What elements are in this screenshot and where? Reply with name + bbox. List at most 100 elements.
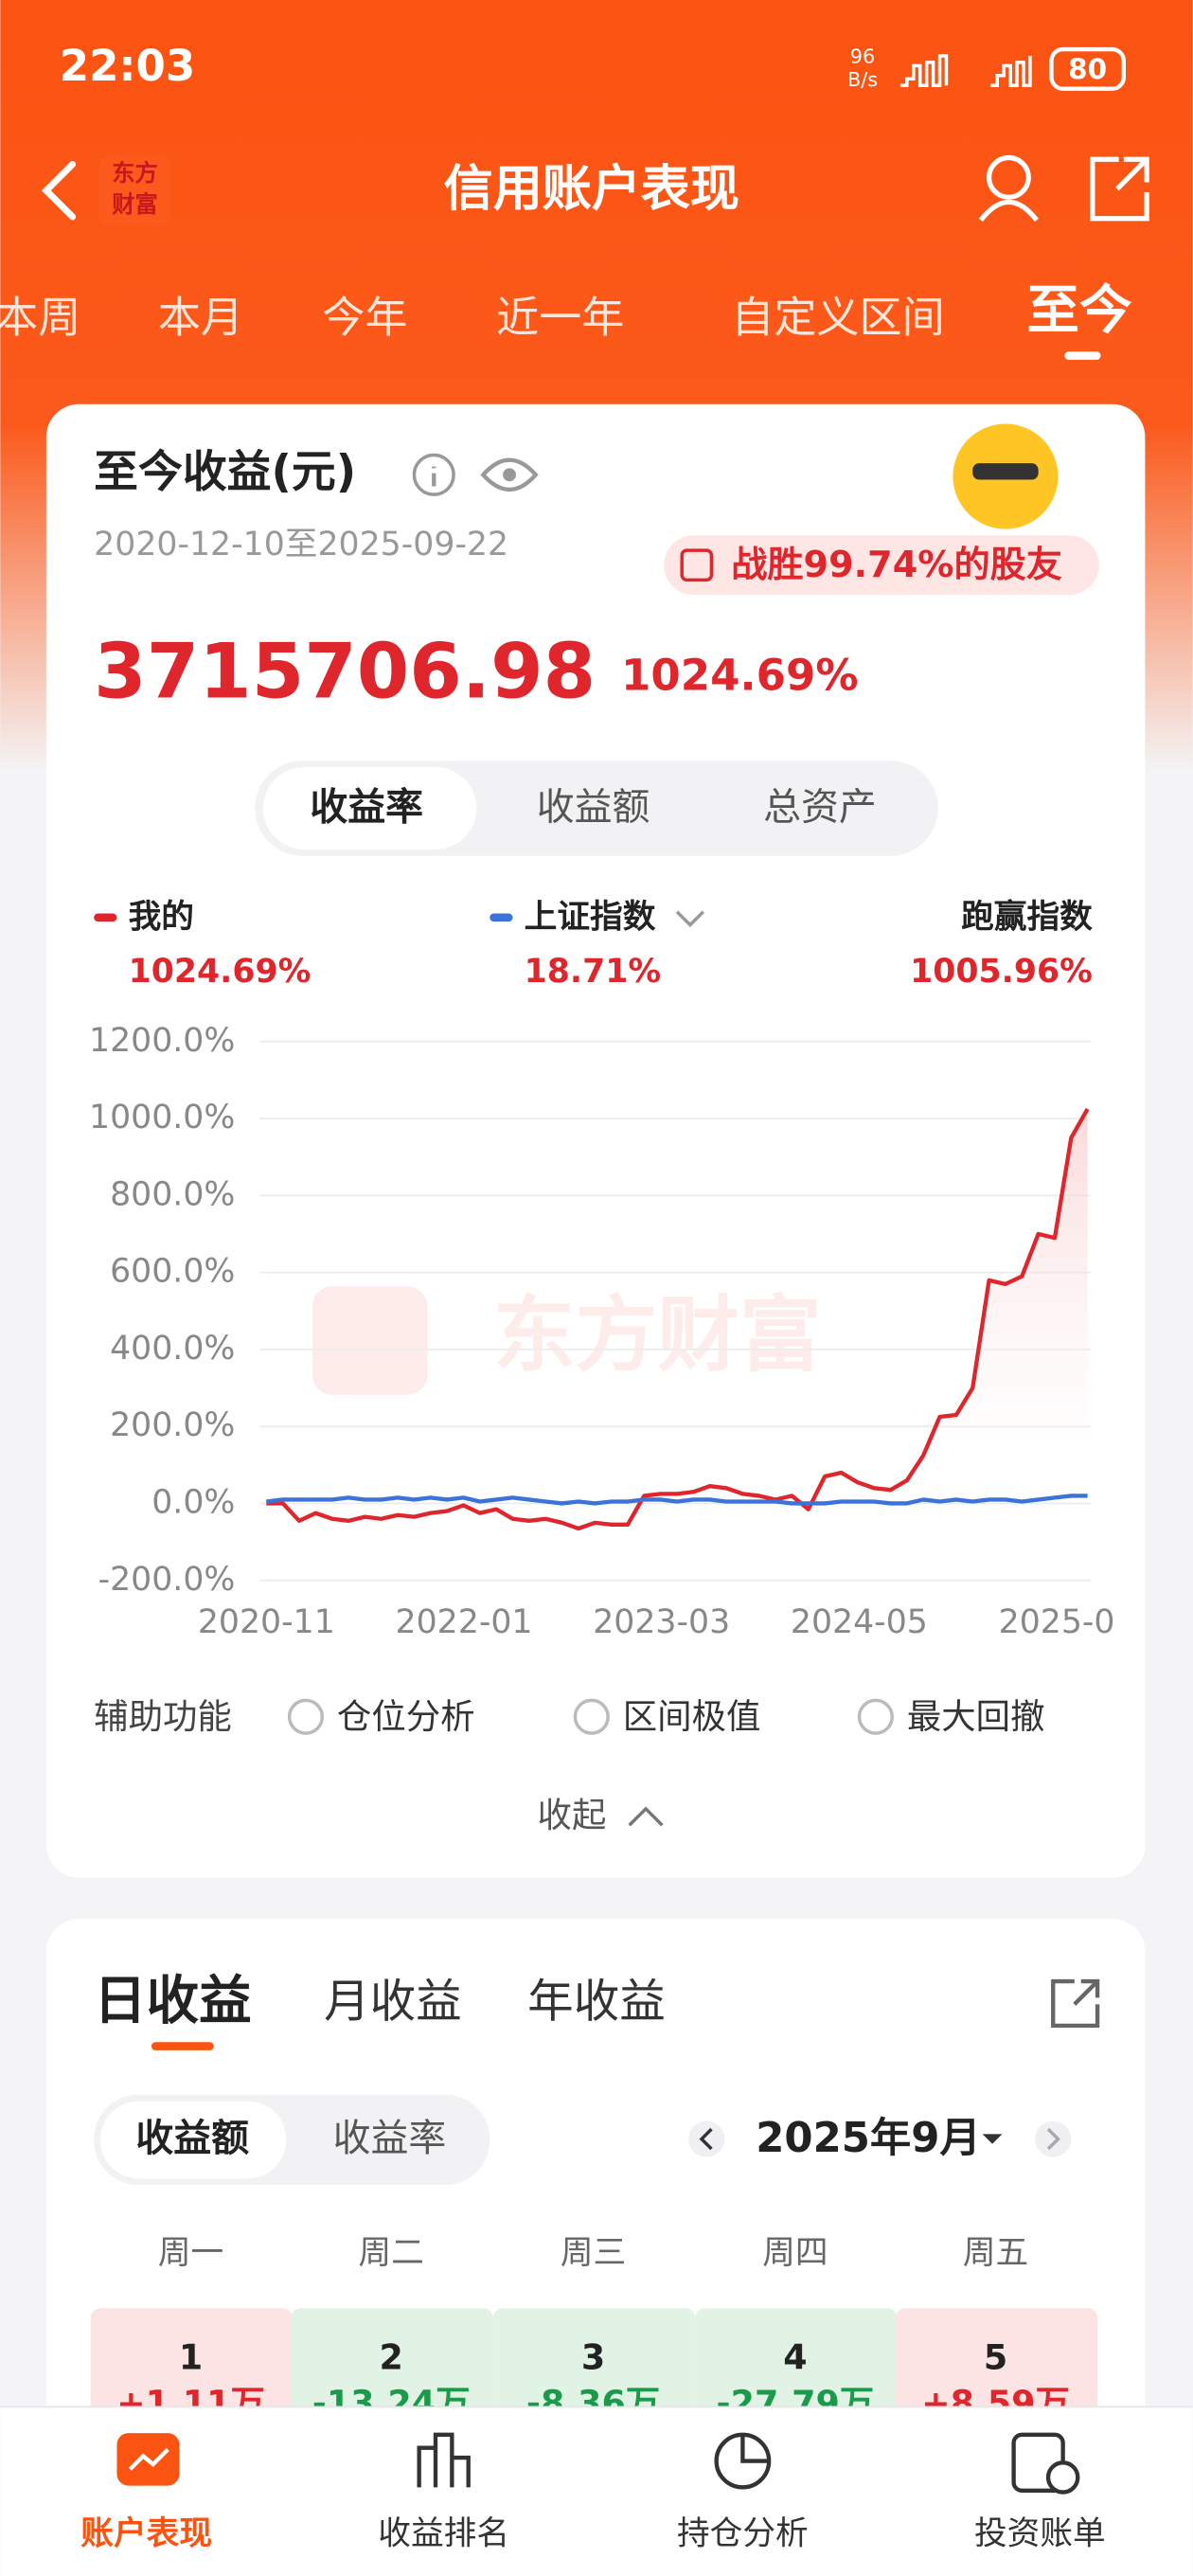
dropdown-icon[interactable]: [675, 910, 704, 928]
weekday: 周二: [358, 2234, 423, 2272]
share-icon[interactable]: [1090, 156, 1149, 222]
y-tick-label: 800.0%: [110, 1175, 235, 1213]
series-line: [266, 1107, 1090, 1531]
battery: [1049, 46, 1127, 91]
tool-option[interactable]: 仓位分析: [337, 1696, 475, 1737]
y-tick-label: -200.0%: [98, 1561, 236, 1599]
total-rate: 1024.69%: [621, 650, 859, 700]
nav-item[interactable]: 收益排名: [378, 2515, 509, 2553]
weekday: 周四: [762, 2234, 828, 2272]
info-icon[interactable]: [412, 453, 455, 496]
tab[interactable]: 本周: [0, 292, 80, 342]
rank-badge-text: 战胜99.74%的股友: [731, 544, 1062, 585]
day-number: 1: [179, 2337, 203, 2378]
user-icon-body: [978, 199, 1039, 223]
prev-icon: [699, 2127, 713, 2151]
daily-tab-indicator: [151, 2042, 214, 2050]
day-cell: [695, 2308, 898, 2424]
legend-swatch: [490, 913, 513, 922]
daily-tab[interactable]: 年收益: [527, 1975, 666, 2028]
eye-pupil: [503, 468, 516, 482]
y-tick-label: 200.0%: [110, 1406, 235, 1444]
segment-selected: [100, 2101, 287, 2179]
legend-swatch: [94, 913, 117, 922]
y-tick-label: 1000.0%: [89, 1099, 235, 1136]
segment[interactable]: 收益额: [135, 2117, 249, 2160]
radio[interactable]: [573, 1698, 610, 1735]
tab-bar: 本周 本月 今年 近一年 自定义区间 至今: [0, 279, 1132, 342]
rank-badge: [664, 535, 1099, 595]
weekday: 周一: [158, 2234, 223, 2272]
nav-icon-mark: [1045, 2460, 1080, 2495]
tool-option[interactable]: 区间极值: [623, 1696, 761, 1737]
summary-card: [45, 403, 1146, 1878]
next-month[interactable]: [1035, 2120, 1072, 2157]
month[interactable]: 2025年9月: [756, 2115, 981, 2162]
tab-active[interactable]: 至今: [1026, 279, 1132, 341]
x-tick-label: 2024-05: [791, 1603, 928, 1641]
tab[interactable]: 自定义区间: [731, 292, 944, 342]
nav-item[interactable]: 持仓分析: [677, 2515, 809, 2553]
nav-icon-mark: [128, 2447, 169, 2471]
tab[interactable]: 近一年: [496, 292, 624, 342]
collapse-button[interactable]: 收起: [538, 1795, 607, 1835]
legend-name: 跑赢指数: [961, 899, 1093, 937]
tab[interactable]: 今年: [322, 292, 407, 342]
logo-text: 财富: [112, 190, 158, 218]
x-tick-label: 2023-03: [593, 1603, 730, 1641]
nav-item-active[interactable]: 账户表现: [80, 2515, 212, 2553]
prev-month[interactable]: [688, 2120, 725, 2157]
eye-icon[interactable]: [480, 457, 539, 492]
daily-tab[interactable]: 月收益: [324, 1975, 462, 2028]
day-cell: [291, 2308, 493, 2424]
tab-indicator: [1064, 351, 1101, 360]
y-tick-label: 0.0%: [151, 1483, 235, 1521]
daily-tab-active[interactable]: 日收益: [94, 1970, 252, 2031]
segment[interactable]: 总资产: [763, 786, 877, 830]
tool-option[interactable]: 最大回撤: [907, 1696, 1045, 1737]
nav-item[interactable]: 投资账单: [974, 2515, 1106, 2553]
segment[interactable]: 收益额: [537, 786, 650, 830]
segment[interactable]: 收益率: [310, 786, 423, 830]
legend-name[interactable]: 上证指数: [525, 899, 656, 937]
badge-icon: [680, 548, 714, 582]
logo-text: 东方: [112, 159, 158, 187]
next-icon: [1046, 2127, 1060, 2151]
nav-icon-mark: [740, 2434, 770, 2463]
weekday: 周三: [561, 2234, 626, 2272]
weekday: 周五: [963, 2234, 1028, 2272]
day-number: 4: [783, 2337, 807, 2378]
net-unit: B/s: [847, 68, 878, 91]
day-cell: [90, 2308, 294, 2424]
tab[interactable]: 本月: [158, 292, 243, 342]
day-number: 5: [984, 2337, 1007, 2378]
y-tick-label: 400.0%: [110, 1330, 235, 1368]
nav-icon: [417, 2432, 471, 2488]
mascot-glasses: [972, 463, 1039, 480]
day-number: 3: [581, 2337, 605, 2378]
battery-level: 80: [1068, 53, 1107, 85]
legend-value: 18.71%: [525, 953, 661, 991]
radio[interactable]: [287, 1698, 325, 1735]
net-speed: 96: [850, 45, 875, 68]
clock: 22:03: [60, 41, 196, 91]
chart: -200.0% 0.0% 200.0% 400.0% 600.0% 800.0% 1000.…: [89, 1022, 1114, 1641]
segment-selected: [262, 767, 477, 850]
user-icon[interactable]: [986, 154, 1031, 200]
month-dropdown: [982, 2134, 1003, 2144]
watermark-logo: [312, 1286, 428, 1395]
collapse-icon: [628, 1806, 664, 1827]
radio[interactable]: [857, 1698, 894, 1735]
x-tick-label: 2022-01: [396, 1603, 533, 1641]
y-tick-label: 1200.0%: [89, 1022, 235, 1060]
share-icon[interactable]: [1051, 1978, 1100, 2029]
segment[interactable]: 收益率: [333, 2117, 447, 2160]
logo: [98, 155, 171, 225]
legend-value: 1024.69%: [129, 953, 312, 991]
watermark: 东方财富: [493, 1287, 822, 1383]
series-line: [266, 1494, 1088, 1506]
day-cell: [492, 2308, 696, 2424]
back-button[interactable]: [41, 161, 77, 221]
